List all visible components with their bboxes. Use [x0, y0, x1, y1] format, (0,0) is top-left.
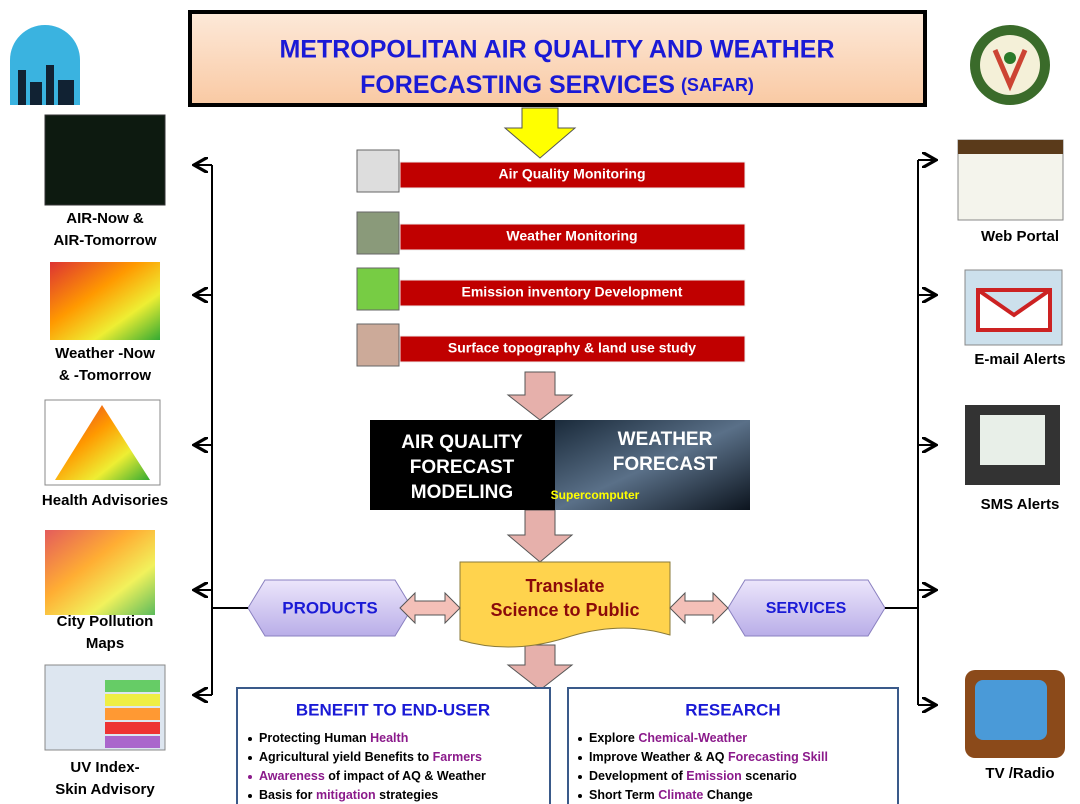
step-icon — [357, 150, 399, 192]
item-segment: mitigation — [316, 788, 376, 802]
item-segment: Agricultural yield Benefits to — [259, 750, 433, 764]
arrow-down — [508, 510, 572, 562]
double-arrow — [670, 593, 728, 623]
step-label: Surface topography & land use study — [448, 340, 696, 356]
title-line1: METROPOLITAN AIR QUALITY AND WEATHER — [279, 36, 834, 64]
industry-icon — [10, 25, 80, 105]
services-label: SERVICES — [766, 600, 847, 617]
item-segment: Change — [703, 788, 752, 802]
item-segment: Awareness — [259, 769, 325, 783]
item-segment: scenario — [742, 769, 797, 783]
benefit-item: Awareness of impact of AQ & Weather — [259, 769, 486, 783]
health-pyramid-image — [45, 400, 160, 485]
step-icon — [357, 324, 399, 366]
sms-image — [965, 405, 1060, 485]
title-line2: FORECASTING SERVICES (SAFAR) — [360, 71, 754, 99]
item-segment: Short Term — [589, 788, 658, 802]
uv-index-image — [45, 665, 165, 750]
research-item: Short Term Climate Change — [589, 788, 753, 802]
model-right-text: WEATHER — [618, 429, 713, 450]
email-image — [965, 270, 1062, 345]
item-segment: Emission — [686, 769, 742, 783]
step-icon — [357, 268, 399, 310]
bullet — [578, 756, 582, 760]
title-text: FORECASTING SERVICES — [360, 71, 675, 99]
benefit-item: Basis for mitigation strategies — [259, 788, 438, 802]
channel-label: Web Portal — [981, 228, 1059, 245]
item-segment: strategies — [376, 788, 439, 802]
page: { "title": {"line1": "METROPOLITAN AIR Q… — [0, 0, 1080, 804]
model-left-text: FORECAST — [410, 457, 515, 478]
step-label: Weather Monitoring — [506, 228, 637, 244]
web-portal-image — [958, 140, 1063, 220]
product-label: Health Advisories — [42, 492, 168, 509]
center-text: Science to Public — [490, 600, 639, 620]
bullet — [578, 794, 582, 798]
weather-image — [50, 262, 160, 340]
item-segment: Explore — [589, 731, 638, 745]
product-label: & -Tomorrow — [59, 367, 152, 384]
products-label: PRODUCTS — [282, 598, 377, 617]
arrow-down — [508, 372, 572, 420]
bullet — [248, 775, 252, 779]
benefit-item: Agricultural yield Benefits to Farmers — [259, 750, 482, 764]
product-label: Skin Advisory — [55, 781, 155, 798]
step-label: Emission inventory Development — [462, 284, 683, 300]
benefit-item: Protecting Human Health — [259, 731, 408, 745]
bullet — [248, 794, 252, 798]
product-label: Maps — [86, 635, 124, 652]
center-text: Translate — [525, 576, 604, 596]
product-label: Weather -Now — [55, 345, 155, 362]
item-segment: Climate — [658, 788, 703, 802]
double-arrow — [400, 593, 460, 623]
model-left-text: AIR QUALITY — [401, 432, 523, 453]
channel-label: E-mail Alerts — [974, 351, 1065, 368]
model-note: Supercomputer — [551, 488, 640, 502]
research-item: Improve Weather & AQ Forecasting Skill — [589, 750, 828, 764]
product-label: City Pollution — [57, 613, 154, 630]
channel-label: SMS Alerts — [981, 496, 1060, 513]
item-segment: of impact of AQ & Weather — [325, 769, 486, 783]
research-item: Explore Chemical-Weather — [589, 731, 747, 745]
bullet — [248, 737, 252, 741]
item-segment: Forecasting Skill — [728, 750, 828, 764]
benefit-title: BENEFIT TO END-USER — [296, 700, 490, 719]
channel-label: TV /Radio — [985, 765, 1054, 782]
item-segment: Farmers — [433, 750, 482, 764]
title-tag: (SAFAR) — [681, 75, 754, 95]
product-label: UV Index- — [70, 759, 139, 776]
product-label: AIR-Tomorrow — [53, 232, 156, 249]
pollution-map-image — [45, 530, 155, 615]
product-label: AIR-Now & — [66, 210, 144, 227]
model-left-text: MODELING — [411, 482, 513, 503]
research-item: Development of Emission scenario — [589, 769, 797, 783]
item-segment: Basis for — [259, 788, 316, 802]
step-label: Air Quality Monitoring — [499, 166, 646, 182]
item-segment: Health — [370, 731, 408, 745]
item-segment: Development of — [589, 769, 686, 783]
item-segment: Improve Weather & AQ — [589, 750, 728, 764]
research-title: RESEARCH — [685, 700, 780, 719]
step-icon — [357, 212, 399, 254]
air-now-image — [45, 115, 165, 205]
safar-logo — [970, 25, 1050, 105]
item-segment: Protecting Human — [259, 731, 370, 745]
arrow-down — [505, 108, 575, 158]
bullet — [578, 775, 582, 779]
model-right-text: FORECAST — [613, 454, 718, 475]
bullet — [578, 737, 582, 741]
left-connectors — [196, 165, 248, 695]
arrow-down — [508, 645, 572, 690]
item-segment: Chemical-Weather — [638, 731, 747, 745]
tv-image — [965, 670, 1065, 758]
bullet — [248, 756, 252, 760]
diagram: METROPOLITAN AIR QUALITY AND WEATHER FOR… — [0, 0, 1080, 804]
right-connectors — [885, 160, 934, 705]
